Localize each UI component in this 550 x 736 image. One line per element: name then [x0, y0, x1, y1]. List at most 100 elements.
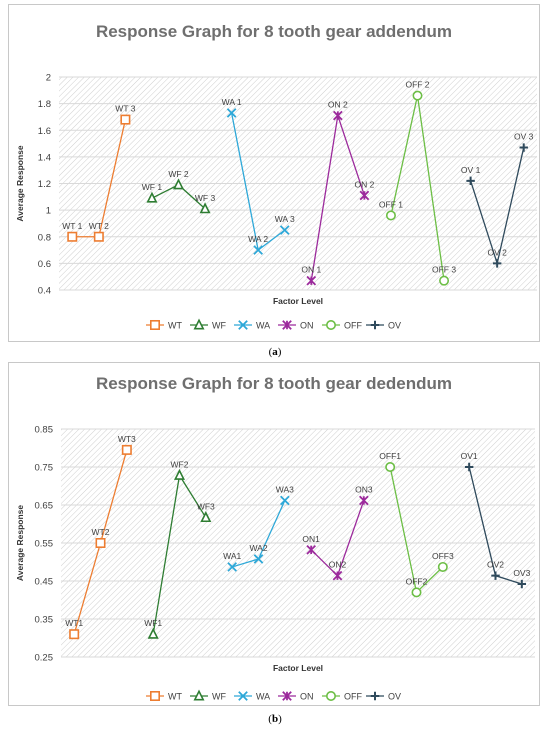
data-label: ON 2 — [354, 179, 374, 189]
data-label: WT1 — [65, 618, 83, 628]
y-tick-label: 0.35 — [35, 615, 54, 626]
y-tick-label: 0.55 — [35, 539, 54, 550]
data-point — [279, 225, 290, 235]
data-point — [306, 545, 317, 555]
y-tick-label: 0.85 — [35, 425, 54, 436]
series-off: OFF 1 OFF 2 OFF 3 — [379, 80, 456, 286]
data-point — [358, 495, 369, 506]
data-point — [332, 570, 343, 581]
legend-marker — [370, 320, 380, 330]
legend-marker — [150, 319, 161, 330]
data-point — [69, 629, 80, 640]
legend-label: WF — [212, 692, 226, 702]
x-axis-label: Factor Level — [273, 296, 323, 306]
data-label: OFF 1 — [379, 199, 403, 209]
data-label: ON 1 — [301, 265, 321, 275]
legend-marker — [193, 318, 205, 330]
series-wf: WF1 WF2 WF3 — [144, 459, 215, 639]
data-label: WT2 — [92, 527, 110, 537]
series-on: ON1 ON2 ON3 — [302, 484, 373, 581]
data-label: WF 1 — [142, 182, 163, 192]
legend-marker — [325, 319, 336, 330]
legend-marker — [370, 691, 380, 701]
data-label: OV 3 — [514, 132, 534, 142]
y-tick-label: 1.2 — [38, 179, 51, 190]
data-point — [466, 176, 475, 186]
data-point — [492, 259, 502, 268]
data-point — [121, 444, 132, 455]
data-label: OFF3 — [432, 551, 454, 561]
data-point — [253, 554, 264, 564]
data-point — [200, 511, 212, 523]
series-wf: WF 1 WF 2 WF 3 — [142, 169, 215, 214]
caption-b-letter: b — [271, 713, 279, 725]
legend: WT WF WA ON OFF OV — [146, 689, 401, 702]
data-point — [332, 110, 343, 121]
y-tick-label: 1 — [46, 206, 51, 217]
data-label: OFF2 — [406, 576, 428, 586]
data-label: WT 3 — [115, 104, 135, 114]
legend-label: OFF — [344, 692, 362, 702]
data-label: WA3 — [276, 484, 294, 494]
data-point — [519, 143, 528, 152]
data-point — [279, 495, 290, 506]
legend-label: OV — [388, 692, 401, 702]
legend-marker — [282, 320, 292, 330]
data-point — [411, 587, 422, 598]
legend-marker — [150, 690, 161, 701]
legend-marker — [282, 691, 292, 701]
y-axis-label: Average Response — [15, 505, 25, 581]
data-label: OV1 — [461, 451, 478, 461]
legend-label: WF — [212, 321, 226, 331]
legend-marker — [238, 691, 248, 701]
chart-title: Response Graph for 8 tooth gear dedendum — [96, 374, 452, 393]
data-label: OV2 — [487, 560, 504, 570]
legend-label: OFF — [344, 321, 362, 331]
data-label: WF2 — [171, 459, 189, 469]
y-tick-label: 0.4 — [38, 286, 51, 297]
legend-label: WT — [168, 692, 182, 702]
data-point — [306, 275, 317, 286]
legend-label: WA — [256, 692, 270, 702]
chart-panel-dedendum: Response Graph for 8 tooth gear dedendum… — [8, 362, 540, 706]
y-tick-label: 0.8 — [38, 232, 51, 243]
y-tick-label: 0.75 — [35, 463, 54, 474]
data-point — [253, 245, 264, 255]
y-tick-label: 1.8 — [38, 99, 51, 110]
data-label: WT 2 — [89, 221, 109, 231]
y-tick-label: 0.25 — [35, 653, 54, 664]
data-label: ON1 — [302, 534, 320, 544]
data-label: WF1 — [144, 618, 162, 628]
data-label: OFF 2 — [405, 80, 429, 90]
legend-label: OV — [388, 321, 401, 331]
data-label: WA 3 — [275, 214, 295, 224]
legend-marker — [193, 689, 205, 701]
y-tick-label: 2 — [46, 73, 51, 84]
data-label: WA1 — [223, 551, 241, 561]
dedendum-chart-svg: Response Graph for 8 tooth gear dedendum… — [15, 374, 535, 702]
series-wa: WA1 WA2 WA3 — [223, 484, 294, 572]
data-label: OFF1 — [379, 451, 401, 461]
y-tick-label: 0.45 — [35, 577, 54, 588]
data-label: WF3 — [197, 502, 215, 512]
legend-label: WT — [168, 321, 182, 331]
data-point — [439, 275, 450, 286]
series-ov: OV1 OV2 OV3 — [461, 451, 531, 589]
x-axis-label: Factor Level — [273, 663, 323, 673]
legend-label: ON — [300, 321, 314, 331]
data-point — [93, 231, 104, 242]
series-ov: OV 1 OV 2 OV 3 — [461, 132, 534, 268]
data-point — [199, 202, 211, 214]
legend: WT WF WA ON OFF OV — [146, 318, 401, 331]
data-point — [464, 462, 474, 472]
y-tick-label: 0.65 — [35, 501, 54, 512]
data-point — [226, 108, 237, 118]
series-off: OFF1 OFF2 OFF3 — [379, 451, 454, 598]
data-point — [491, 571, 500, 580]
data-point — [67, 231, 78, 242]
data-point — [173, 178, 184, 190]
data-label: WA 1 — [222, 97, 242, 107]
legend-marker — [325, 690, 336, 701]
data-point — [517, 579, 527, 589]
data-point — [174, 468, 185, 480]
